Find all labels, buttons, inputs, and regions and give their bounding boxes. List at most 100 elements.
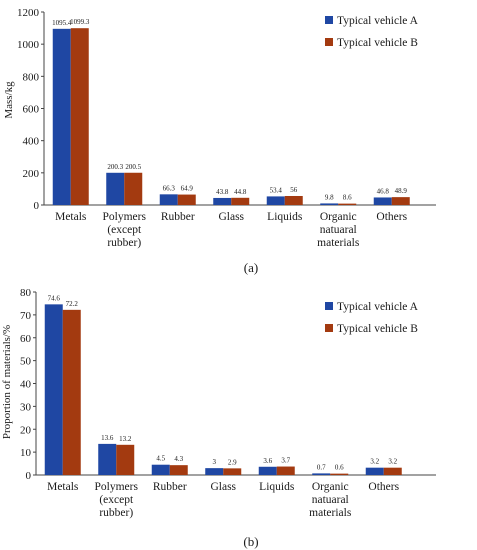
x-category-line: Others (368, 481, 399, 493)
x-category-line: materials (317, 237, 360, 249)
bar (98, 443, 117, 475)
x-category-line: Metals (55, 211, 87, 223)
x-category-line: Rubber (153, 481, 187, 493)
bar (258, 466, 277, 475)
bar (205, 468, 224, 475)
x-category-label: Organic natuaral materials (309, 481, 352, 519)
x-category-label: Others (368, 481, 399, 493)
legend-swatch (325, 38, 333, 46)
y-tick-label: 70 (20, 310, 32, 322)
x-category-label: Polymers (except rubber) (103, 211, 147, 249)
x-category-label: Rubber (153, 481, 187, 493)
x-category-label: Glass (218, 211, 244, 223)
x-category-line: Organic (320, 211, 357, 223)
y-tick-label: 800 (23, 71, 40, 83)
data-label: 64.9 (181, 185, 194, 193)
x-category-label: Liquids (259, 481, 295, 493)
x-category-line: Liquids (267, 211, 303, 223)
x-category-line: natuaral (320, 224, 357, 236)
legend-label: Typical vehicle A (337, 301, 419, 313)
data-label: 3 (213, 458, 217, 466)
y-tick-label: 20 (20, 424, 32, 436)
bar (106, 172, 125, 205)
data-label: 46.8 (377, 187, 390, 195)
data-label: 4.3 (174, 455, 183, 463)
x-category-label: Organic natuaral materials (317, 211, 360, 249)
y-tick-label: 30 (20, 401, 32, 413)
x-category-line: (except (107, 224, 142, 236)
x-category-label: Glass (210, 481, 236, 493)
bar (213, 197, 232, 205)
bar (276, 466, 295, 475)
data-label: 56 (290, 186, 298, 194)
bar (70, 28, 89, 205)
x-category-label: Others (376, 211, 407, 223)
data-label: 200.3 (107, 163, 123, 171)
y-axis-title: Mass/kg (3, 81, 15, 119)
bar (312, 473, 331, 475)
legend-label: Typical vehicle B (337, 323, 418, 335)
bar (391, 197, 410, 205)
bar (52, 28, 71, 205)
bar (124, 172, 143, 205)
bar (159, 194, 178, 205)
data-label: 13.6 (101, 434, 114, 442)
x-category-line: Metals (47, 481, 79, 493)
data-label: 48.9 (395, 187, 408, 195)
y-tick-label: 1200 (17, 7, 40, 19)
data-label: 2.9 (228, 458, 237, 466)
data-label: 3.2 (388, 458, 397, 466)
y-tick-label: 40 (20, 379, 32, 391)
data-label: 1099.3 (70, 18, 90, 26)
data-label: 66.3 (163, 184, 176, 192)
data-label: 3.2 (370, 458, 379, 466)
panel-label: (b) (243, 534, 258, 549)
bar (365, 467, 384, 475)
bar (177, 194, 196, 205)
bar (383, 467, 402, 475)
bar (62, 309, 81, 475)
x-category-label: Liquids (267, 211, 303, 223)
y-axis-title: Proportion of materials/% (1, 325, 13, 439)
y-tick-label: 400 (23, 136, 40, 148)
y-tick-label: 10 (20, 447, 32, 459)
data-label: 3.7 (281, 457, 290, 465)
x-category-label: Metals (55, 211, 87, 223)
x-category-line: materials (309, 507, 352, 519)
x-category-line: Others (376, 211, 407, 223)
x-category-line: Glass (210, 481, 236, 493)
bar (320, 203, 339, 205)
legend-label: Typical vehicle A (337, 15, 419, 27)
y-tick-label: 0 (26, 470, 32, 482)
legend-swatch (325, 302, 333, 310)
data-label: 4.5 (156, 455, 165, 463)
data-label: 13.2 (119, 435, 132, 443)
y-tick-label: 80 (20, 287, 32, 299)
legend-swatch (325, 324, 333, 332)
bar (151, 464, 170, 475)
y-tick-label: 200 (23, 168, 40, 180)
panel-label: (a) (244, 260, 258, 275)
x-category-label: Polymers (except rubber) (95, 481, 139, 519)
x-category-line: rubber) (99, 507, 133, 519)
bar (116, 444, 135, 475)
data-label: 43.8 (216, 188, 229, 196)
x-category-line: natuaral (312, 494, 349, 506)
data-label: 8.6 (343, 194, 352, 202)
y-tick-label: 1000 (17, 39, 40, 51)
data-label: 74.6 (48, 294, 61, 302)
legend-swatch (325, 16, 333, 24)
y-tick-label: 50 (20, 356, 32, 368)
data-label: 0.6 (335, 464, 344, 472)
data-label: 3.6 (263, 457, 272, 465)
x-category-line: Rubber (161, 211, 195, 223)
bar (330, 473, 349, 475)
x-category-label: Rubber (161, 211, 195, 223)
data-label: 53.4 (270, 186, 283, 194)
data-label: 9.8 (325, 193, 334, 201)
bar (284, 195, 303, 205)
bar (338, 203, 357, 205)
x-category-line: rubber) (107, 237, 141, 249)
bar (266, 196, 285, 205)
